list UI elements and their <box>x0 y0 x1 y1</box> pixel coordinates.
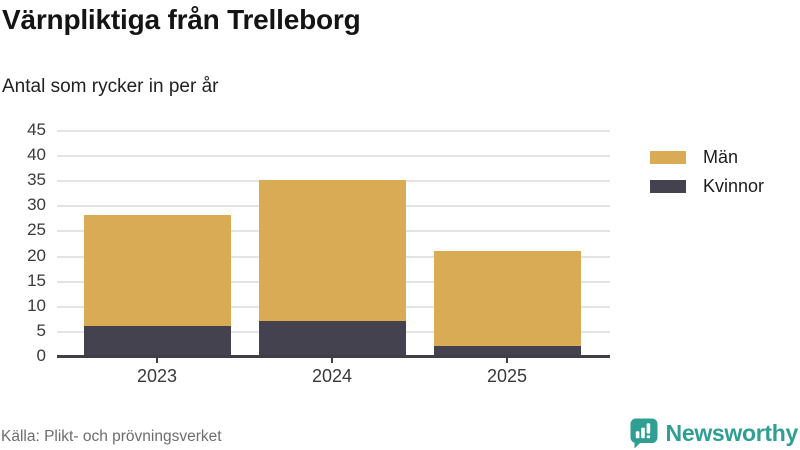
y-axis-tick-label: 40 <box>27 145 46 165</box>
y-axis-tick-label: 0 <box>36 346 46 365</box>
bar-segment-2024-män <box>258 180 406 321</box>
x-axis-tick <box>156 357 158 363</box>
bar-segment-2025-män <box>433 250 581 346</box>
newsworthy-icon <box>630 418 658 448</box>
chart-subtitle: Antal som rycker in per år <box>2 76 219 97</box>
legend-swatch <box>650 180 686 193</box>
y-axis-tick-label: 10 <box>27 295 46 315</box>
gridline <box>57 155 610 158</box>
x-axis-tick-label: 2025 <box>486 366 528 386</box>
brand-logo: Newsworthy <box>630 417 798 449</box>
plot-area: 0 5 10 15 20 25 30 35 40 45 2023 2024 2025 <box>27 120 610 386</box>
y-axis-tick-label: 5 <box>36 320 46 340</box>
x-axis-tick-label: 2023 <box>136 366 178 386</box>
legend-item-man: Män <box>650 147 764 167</box>
x-axis-line <box>57 355 610 358</box>
y-axis-tick-label: 20 <box>27 245 46 265</box>
bar-segment-2024-kvinnor <box>258 320 406 356</box>
x-axis-tick <box>331 357 333 363</box>
x-axis-tick-label: 2024 <box>311 366 353 386</box>
brand-name: Newsworthy <box>665 419 799 446</box>
source-attribution: Källa: Plikt- och prövningsverket <box>1 428 222 445</box>
y-axis-tick-label: 25 <box>27 220 46 240</box>
legend-swatch <box>650 151 686 164</box>
gridline <box>57 130 610 132</box>
y-axis-tick-label: 35 <box>27 170 46 190</box>
legend-label: Män <box>703 147 739 167</box>
y-axis-tick-label: 30 <box>27 195 46 215</box>
bar-segment-2023-kvinnor <box>83 325 231 356</box>
legend-item-kvinnor: Kvinnor <box>650 176 765 196</box>
legend: Män Kvinnor <box>650 147 765 208</box>
chart-title: Värnpliktiga från Trelleborg <box>2 4 361 35</box>
y-axis-tick-label: 45 <box>27 120 46 139</box>
bar-segment-2025-kvinnor <box>433 345 581 356</box>
y-axis-tick-label: 15 <box>27 270 46 290</box>
bar-segment-2023-män <box>83 215 231 326</box>
legend-label: Kvinnor <box>703 176 765 196</box>
x-axis-tick <box>506 357 508 363</box>
